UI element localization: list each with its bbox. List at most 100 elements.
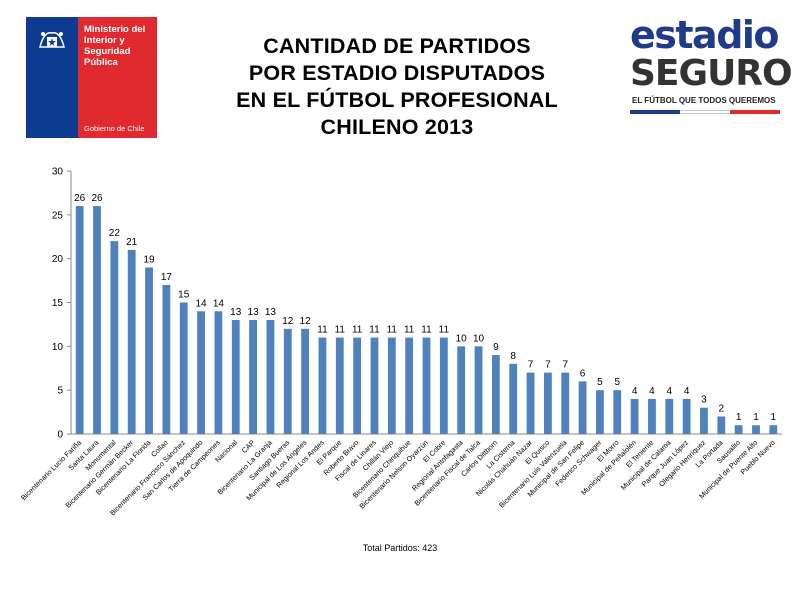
data-label: 6 — [580, 368, 586, 379]
bar — [769, 425, 778, 434]
data-label: 9 — [493, 342, 499, 353]
data-label: 11 — [387, 325, 398, 336]
y-tick-label: 30 — [52, 167, 64, 178]
gobierno-footer-text: Gobierno de Chile — [84, 124, 145, 133]
y-tick-label: 15 — [52, 298, 64, 309]
bar — [231, 320, 240, 434]
data-label: 14 — [195, 298, 207, 309]
data-label: 5 — [597, 377, 603, 388]
bar — [110, 241, 119, 434]
gobierno-de-chile-logo: Ministerio del Interior y Seguridad Públ… — [26, 17, 157, 138]
data-label: 14 — [213, 298, 225, 309]
logo-red-panel — [78, 17, 157, 138]
bar — [734, 425, 743, 434]
data-label: 4 — [666, 386, 672, 397]
bar — [613, 390, 622, 434]
data-label: 15 — [178, 290, 190, 301]
bar — [266, 320, 275, 434]
bar — [491, 355, 500, 434]
bar — [526, 372, 535, 434]
bar — [561, 372, 570, 434]
data-label: 4 — [684, 386, 690, 397]
title-line-3: EN EL FÚTBOL PROFESIONAL — [236, 88, 558, 112]
bar — [75, 206, 84, 434]
data-label: 12 — [300, 316, 312, 327]
data-label: 7 — [562, 360, 568, 371]
bar — [127, 249, 136, 434]
bar — [405, 337, 414, 434]
data-label: 11 — [404, 325, 415, 336]
data-label: 7 — [545, 360, 551, 371]
data-label: 11 — [352, 325, 363, 336]
data-label: 10 — [473, 333, 485, 344]
data-label: 4 — [632, 386, 638, 397]
bar — [353, 337, 362, 434]
data-label: 13 — [230, 307, 242, 318]
total-partidos-label: Total Partidos: 423 — [362, 543, 438, 553]
data-label: 13 — [248, 307, 260, 318]
bar — [249, 320, 257, 434]
y-tick-label: 10 — [52, 342, 64, 353]
data-label: 11 — [317, 325, 328, 336]
bar — [387, 337, 396, 434]
data-label: 11 — [369, 325, 380, 336]
title-line-2: POR ESTADIO DISPUTADOS — [248, 61, 546, 85]
bar — [474, 346, 483, 434]
bar — [197, 311, 205, 434]
data-label: 7 — [528, 360, 534, 371]
data-label: 22 — [109, 228, 121, 239]
bar — [335, 337, 344, 434]
data-label: 8 — [510, 351, 516, 362]
bar — [630, 398, 639, 434]
bar — [422, 337, 431, 434]
data-label: 17 — [161, 272, 173, 283]
bar — [665, 398, 674, 434]
ministry-name: Ministerio del Interior y Seguridad Públ… — [84, 24, 156, 68]
y-tick-label: 25 — [52, 210, 64, 221]
title-line-1: CANTIDAD DE PARTIDOS — [263, 34, 531, 58]
ministry-line-1: Ministerio del — [84, 24, 146, 35]
ministry-line-3: Seguridad — [84, 46, 131, 57]
data-label: 11 — [439, 325, 450, 336]
y-tick-label: 20 — [52, 254, 64, 265]
data-label: 11 — [335, 325, 346, 336]
data-label: 1 — [753, 412, 759, 423]
data-label: 21 — [126, 237, 138, 248]
y-tick-label: 5 — [57, 386, 63, 397]
bar — [370, 337, 379, 434]
y-tick-label: 0 — [57, 430, 63, 441]
page-title: CANTIDAD DE PARTIDOS POR ESTADIO DISPUTA… — [198, 33, 596, 141]
bar — [93, 206, 101, 434]
data-label: 26 — [91, 193, 103, 204]
bar — [318, 337, 327, 434]
bar — [700, 407, 708, 434]
bar — [457, 346, 466, 434]
data-label: 2 — [719, 403, 725, 414]
ministry-line-4: Pública — [84, 57, 118, 68]
bar — [717, 416, 726, 434]
logo-slogan: EL FÚTBOL QUE TODOS QUEREMOS — [632, 96, 776, 105]
logo-word-estadio: estadio — [630, 13, 780, 57]
data-label: 10 — [456, 333, 468, 344]
title-line-4: CHILENO 2013 — [320, 115, 474, 139]
bar — [578, 381, 587, 434]
data-label: 1 — [771, 412, 777, 423]
bar — [596, 390, 604, 434]
data-label: 12 — [282, 316, 294, 327]
data-label: 1 — [736, 412, 742, 423]
bar — [509, 363, 518, 434]
data-label: 11 — [421, 325, 432, 336]
bar — [162, 284, 171, 434]
bar — [145, 267, 153, 434]
bar — [301, 328, 310, 434]
data-label: 3 — [701, 395, 707, 406]
bar — [214, 311, 223, 434]
data-label: 4 — [649, 386, 655, 397]
bar — [283, 328, 292, 434]
bar — [543, 372, 552, 434]
data-label: 13 — [265, 307, 277, 318]
bar — [648, 398, 656, 434]
bar — [179, 302, 188, 434]
data-label: 19 — [143, 254, 155, 265]
